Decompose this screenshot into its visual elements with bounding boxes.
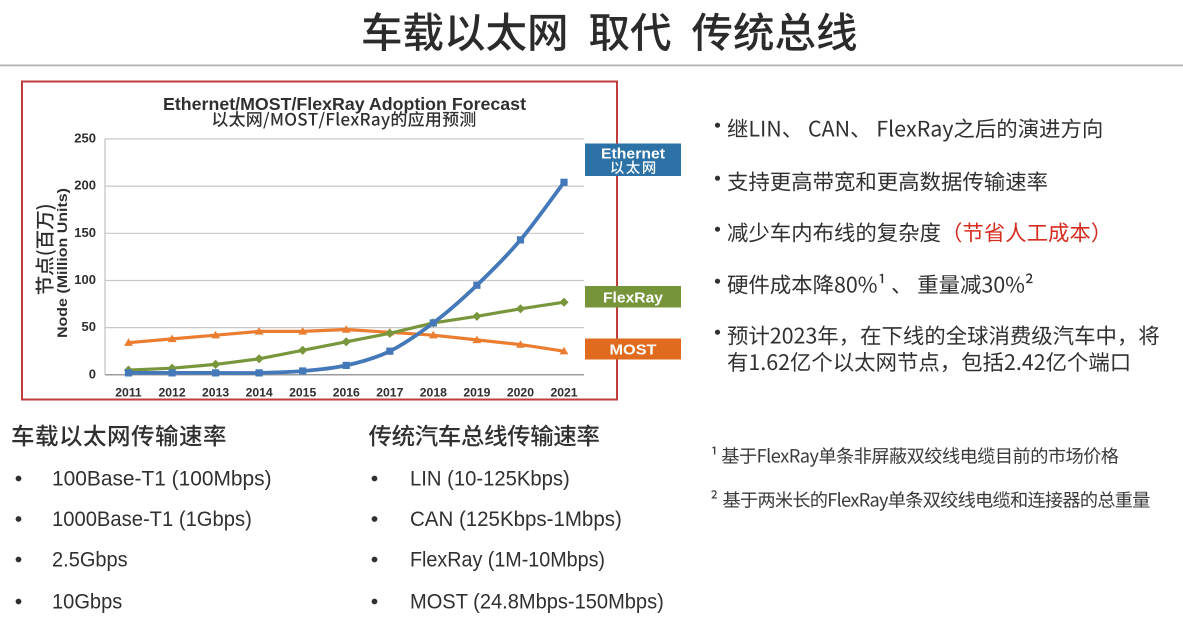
svg-text:FlexRay: FlexRay xyxy=(603,290,664,307)
svg-text:Ethernet/MOST/FlexRay Adoption: Ethernet/MOST/FlexRay Adoption Forecast xyxy=(163,94,526,114)
svg-text:10Gbps: 10Gbps xyxy=(52,591,122,614)
svg-text:Node (Million Units): Node (Million Units) xyxy=(55,188,70,338)
svg-text:150: 150 xyxy=(74,225,96,240)
svg-text:100Base-T1 (100Mbps): 100Base-T1 (100Mbps) xyxy=(52,468,272,491)
svg-text:MOST: MOST xyxy=(610,342,657,359)
svg-text:2017: 2017 xyxy=(376,386,403,400)
svg-text:2021: 2021 xyxy=(550,386,577,400)
svg-text:2016: 2016 xyxy=(333,386,360,400)
svg-text:2013: 2013 xyxy=(202,386,229,400)
svg-text:MOST (24.8Mbps-150Mbps): MOST (24.8Mbps-150Mbps) xyxy=(410,591,664,614)
svg-text:100: 100 xyxy=(74,272,96,287)
svg-text:0: 0 xyxy=(89,366,96,381)
svg-text:2020: 2020 xyxy=(507,386,534,400)
svg-text:2015: 2015 xyxy=(289,386,316,400)
svg-text:50: 50 xyxy=(82,319,96,334)
svg-text:FlexRay (1M-10Mbps): FlexRay (1M-10Mbps) xyxy=(410,549,605,572)
svg-text:2.5Gbps: 2.5Gbps xyxy=(52,549,128,572)
svg-text:2019: 2019 xyxy=(463,386,490,400)
svg-text:2018: 2018 xyxy=(420,386,447,400)
svg-text:LIN (10-125Kbps): LIN (10-125Kbps) xyxy=(410,468,570,491)
svg-text:2011: 2011 xyxy=(115,386,142,400)
svg-text:200: 200 xyxy=(74,178,96,193)
svg-text:1000Base-T1 (1Gbps): 1000Base-T1 (1Gbps) xyxy=(52,508,252,531)
svg-text:250: 250 xyxy=(74,131,96,146)
svg-text:CAN (125Kbps-1Mbps): CAN (125Kbps-1Mbps) xyxy=(410,508,622,531)
svg-text:2014: 2014 xyxy=(246,386,273,400)
svg-text:2012: 2012 xyxy=(158,386,185,400)
svg-text:Ethernet: Ethernet xyxy=(601,146,665,163)
